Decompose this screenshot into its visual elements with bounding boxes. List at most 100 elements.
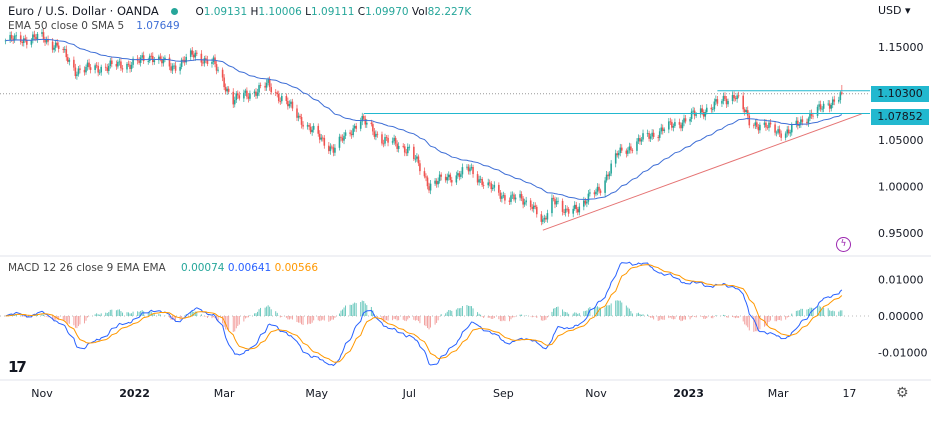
candle-body (158, 56, 160, 61)
candle-body (296, 108, 298, 118)
candle-body (573, 204, 576, 209)
candle-body (514, 197, 517, 200)
candle-body (502, 195, 505, 197)
candle-body (821, 108, 823, 110)
candle-body (185, 56, 187, 63)
candle-body (247, 96, 250, 99)
candle-body (627, 150, 629, 154)
candle-body (54, 42, 57, 48)
candle-body (715, 99, 717, 102)
candle-body (95, 65, 98, 67)
candle-body (545, 217, 547, 220)
candle-body (86, 62, 89, 67)
candle-body (531, 206, 534, 209)
candle-body (566, 208, 568, 210)
candle-body (701, 108, 704, 113)
candle-body (488, 182, 491, 184)
candle-body (572, 208, 575, 214)
candle-body (589, 192, 591, 194)
candle-body (171, 65, 174, 71)
tradingview-logo[interactable]: 17 (8, 358, 27, 376)
candle-body (630, 146, 632, 151)
candle-body (403, 146, 406, 153)
candle-body (192, 54, 195, 58)
candle-body (532, 205, 535, 209)
candle-body (753, 125, 755, 127)
candle-body (663, 129, 666, 131)
candle-body (372, 124, 374, 132)
currency-selector[interactable]: USD ▾ (878, 4, 911, 17)
candle-body (426, 177, 429, 187)
candle-body (343, 135, 345, 141)
candle-body (364, 118, 367, 125)
candle-body (246, 90, 248, 97)
candle-body (778, 129, 781, 134)
candle-body (466, 166, 468, 168)
ohlc-values: O1.09131 H1.10006 L1.09111 C1.09970 Vol8… (195, 6, 472, 18)
candle-body (224, 87, 227, 92)
candle-body (637, 138, 640, 142)
candle-body (493, 184, 496, 188)
candle-body (522, 198, 524, 205)
candle-body (619, 147, 622, 154)
candle-body (203, 58, 206, 64)
candle-body (44, 39, 46, 43)
price-tick-label: 1.15000 (878, 41, 924, 54)
candle-body (362, 116, 365, 119)
macd-tick-label: -0.01000 (878, 347, 927, 360)
candle-body (661, 127, 664, 131)
candle-body (593, 192, 596, 195)
candle-body (608, 173, 611, 177)
candle-body (306, 125, 309, 127)
candle-body (396, 143, 398, 149)
candle-body (833, 99, 836, 102)
candle-body (226, 88, 228, 92)
candle-body (168, 57, 171, 67)
candle-body (397, 145, 400, 149)
lightning-icon[interactable]: ϟ (836, 237, 851, 252)
candle-body (746, 110, 749, 116)
candle-body (10, 35, 13, 39)
gear-icon[interactable]: ⚙ (896, 385, 909, 401)
ema-value: 1.07649 (136, 20, 180, 32)
candle-body (598, 186, 600, 191)
candle-body (130, 64, 133, 70)
candle-body (173, 65, 175, 67)
candle-body (476, 174, 479, 183)
candle-body (35, 37, 37, 40)
candle-body (200, 53, 203, 63)
candle-body (9, 35, 11, 41)
candle-body (765, 122, 767, 128)
candle-body (138, 60, 140, 63)
candle-body (657, 136, 660, 138)
candle-body (455, 175, 458, 183)
candle-body (790, 124, 793, 133)
candle-body (291, 101, 294, 109)
candle-body (63, 49, 66, 51)
price-tick-label: 1.05000 (878, 134, 924, 147)
candle-body (674, 122, 676, 126)
symbol-title[interactable]: Euro / U.S. Dollar · OANDA (8, 4, 159, 18)
candle-body (182, 59, 184, 61)
candle-body (321, 137, 324, 139)
candle-body (733, 95, 735, 99)
candle-body (414, 158, 417, 160)
candle-body (699, 108, 702, 115)
candle-body (797, 120, 799, 126)
candle-body (311, 129, 313, 133)
candle-body (540, 214, 543, 222)
candle-body (221, 69, 224, 78)
candle-body (109, 60, 112, 66)
ema-legend[interactable]: EMA 50 close 0 SMA 5 1.07649 (8, 20, 180, 32)
candle-body (129, 64, 131, 70)
candle-body (689, 118, 691, 122)
candle-body (724, 95, 726, 99)
candle-body (352, 128, 354, 136)
candle-body (743, 109, 746, 113)
candle-body (795, 120, 798, 125)
macd-legend[interactable]: MACD 12 26 close 9 EMA EMA 0.00074 0.006… (8, 262, 318, 274)
candle-body (555, 201, 558, 205)
candle-body (67, 57, 69, 62)
candle-body (33, 34, 36, 38)
